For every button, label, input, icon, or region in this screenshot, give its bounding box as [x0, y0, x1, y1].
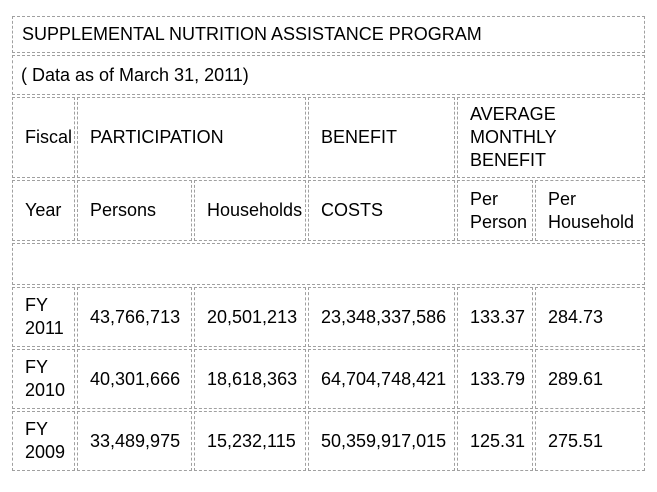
- per-household-cell: 275.51: [535, 411, 645, 471]
- households-cell: 18,618,363: [194, 349, 306, 409]
- per-household-cell: 289.61: [535, 349, 645, 409]
- per-person-cell: 125.31: [457, 411, 533, 471]
- persons-cell: 43,766,713: [77, 287, 192, 347]
- spacer-row: [12, 243, 645, 285]
- benefit-costs-cell: 50,359,917,015: [308, 411, 455, 471]
- header-households: Households: [194, 180, 306, 241]
- date-row: ( Data as of March 31, 2011): [12, 55, 645, 95]
- header-fiscal: Fiscal: [12, 97, 75, 178]
- spacer-cell: [12, 243, 645, 285]
- header-participation: PARTICIPATION: [77, 97, 306, 178]
- header-column-row: Year Persons Households COSTS Per Person…: [12, 180, 645, 241]
- header-average-monthly-benefit: AVERAGE MONTHLY BENEFIT: [457, 97, 645, 178]
- persons-cell: 40,301,666: [77, 349, 192, 409]
- table-row-fy2009: FY 2009 33,489,975 15,232,115 50,359,917…: [12, 411, 645, 471]
- header-persons: Persons: [77, 180, 192, 241]
- benefit-costs-cell: 23,348,337,586: [308, 287, 455, 347]
- benefit-costs-cell: 64,704,748,421: [308, 349, 455, 409]
- header-per-person: Per Person: [457, 180, 533, 241]
- header-costs: COSTS: [308, 180, 455, 241]
- persons-cell: 33,489,975: [77, 411, 192, 471]
- households-cell: 20,501,213: [194, 287, 306, 347]
- title-row: SUPPLEMENTAL NUTRITION ASSISTANCE PROGRA…: [12, 16, 645, 53]
- data-as-of-note: ( Data as of March 31, 2011): [12, 55, 645, 95]
- header-year: Year: [12, 180, 75, 241]
- header-group-row: Fiscal PARTICIPATION BENEFIT AVERAGE MON…: [12, 97, 645, 178]
- fiscal-year-cell: FY 2009: [12, 411, 75, 471]
- per-person-cell: 133.79: [457, 349, 533, 409]
- header-per-household: Per Household: [535, 180, 645, 241]
- fiscal-year-cell: FY 2010: [12, 349, 75, 409]
- average-monthly-benefit-label: AVERAGE MONTHLY BENEFIT: [470, 104, 557, 170]
- header-benefit: BENEFIT: [308, 97, 455, 178]
- snap-data-table: SUPPLEMENTAL NUTRITION ASSISTANCE PROGRA…: [10, 14, 647, 473]
- households-cell: 15,232,115: [194, 411, 306, 471]
- fiscal-year-cell: FY 2011: [12, 287, 75, 347]
- per-household-cell: 284.73: [535, 287, 645, 347]
- table-title: SUPPLEMENTAL NUTRITION ASSISTANCE PROGRA…: [12, 16, 645, 53]
- table-row-fy2010: FY 2010 40,301,666 18,618,363 64,704,748…: [12, 349, 645, 409]
- per-person-cell: 133.37: [457, 287, 533, 347]
- table-row-fy2011: FY 2011 43,766,713 20,501,213 23,348,337…: [12, 287, 645, 347]
